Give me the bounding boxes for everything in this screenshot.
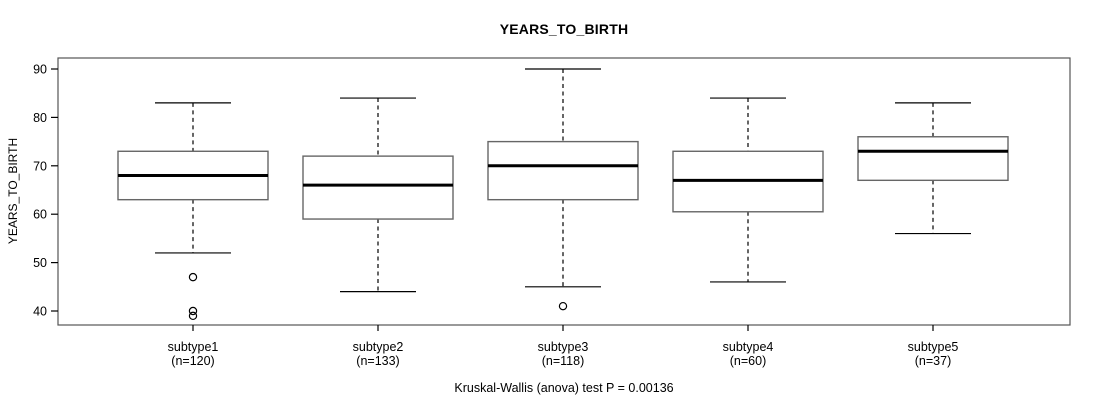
outlier-point — [188, 272, 198, 282]
plot-frame — [57, 57, 1071, 326]
stat-test-note: Kruskal-Wallis (anova) test P = 0.00136 — [454, 381, 674, 395]
x-axis-label: subtype4 — [723, 340, 774, 354]
y-tick-label: 70 — [33, 159, 47, 173]
y-tick-label: 60 — [33, 208, 47, 222]
outlier-point — [558, 301, 568, 311]
box — [302, 155, 454, 220]
x-axis-sublabel: (n=37) — [915, 354, 951, 368]
x-axis-sublabel: (n=118) — [542, 354, 585, 368]
y-tick-label: 90 — [33, 63, 47, 77]
x-axis-label: subtype3 — [538, 340, 589, 354]
y-tick-label: 80 — [33, 111, 47, 125]
x-axis-sublabel: (n=133) — [356, 354, 399, 368]
y-tick-label: 40 — [33, 305, 47, 319]
x-axis-label: subtype1 — [168, 340, 219, 354]
box — [487, 140, 639, 201]
box — [857, 136, 1009, 182]
x-axis-label: subtype5 — [908, 340, 959, 354]
outlier-point — [188, 311, 198, 321]
x-axis-sublabel: (n=120) — [171, 354, 214, 368]
x-axis-label: subtype2 — [353, 340, 404, 354]
chart-title: YEARS_TO_BIRTH — [499, 21, 629, 37]
outlier-point — [188, 306, 198, 316]
y-tick-label: 50 — [33, 256, 47, 270]
x-axis-sublabel: (n=60) — [730, 354, 766, 368]
